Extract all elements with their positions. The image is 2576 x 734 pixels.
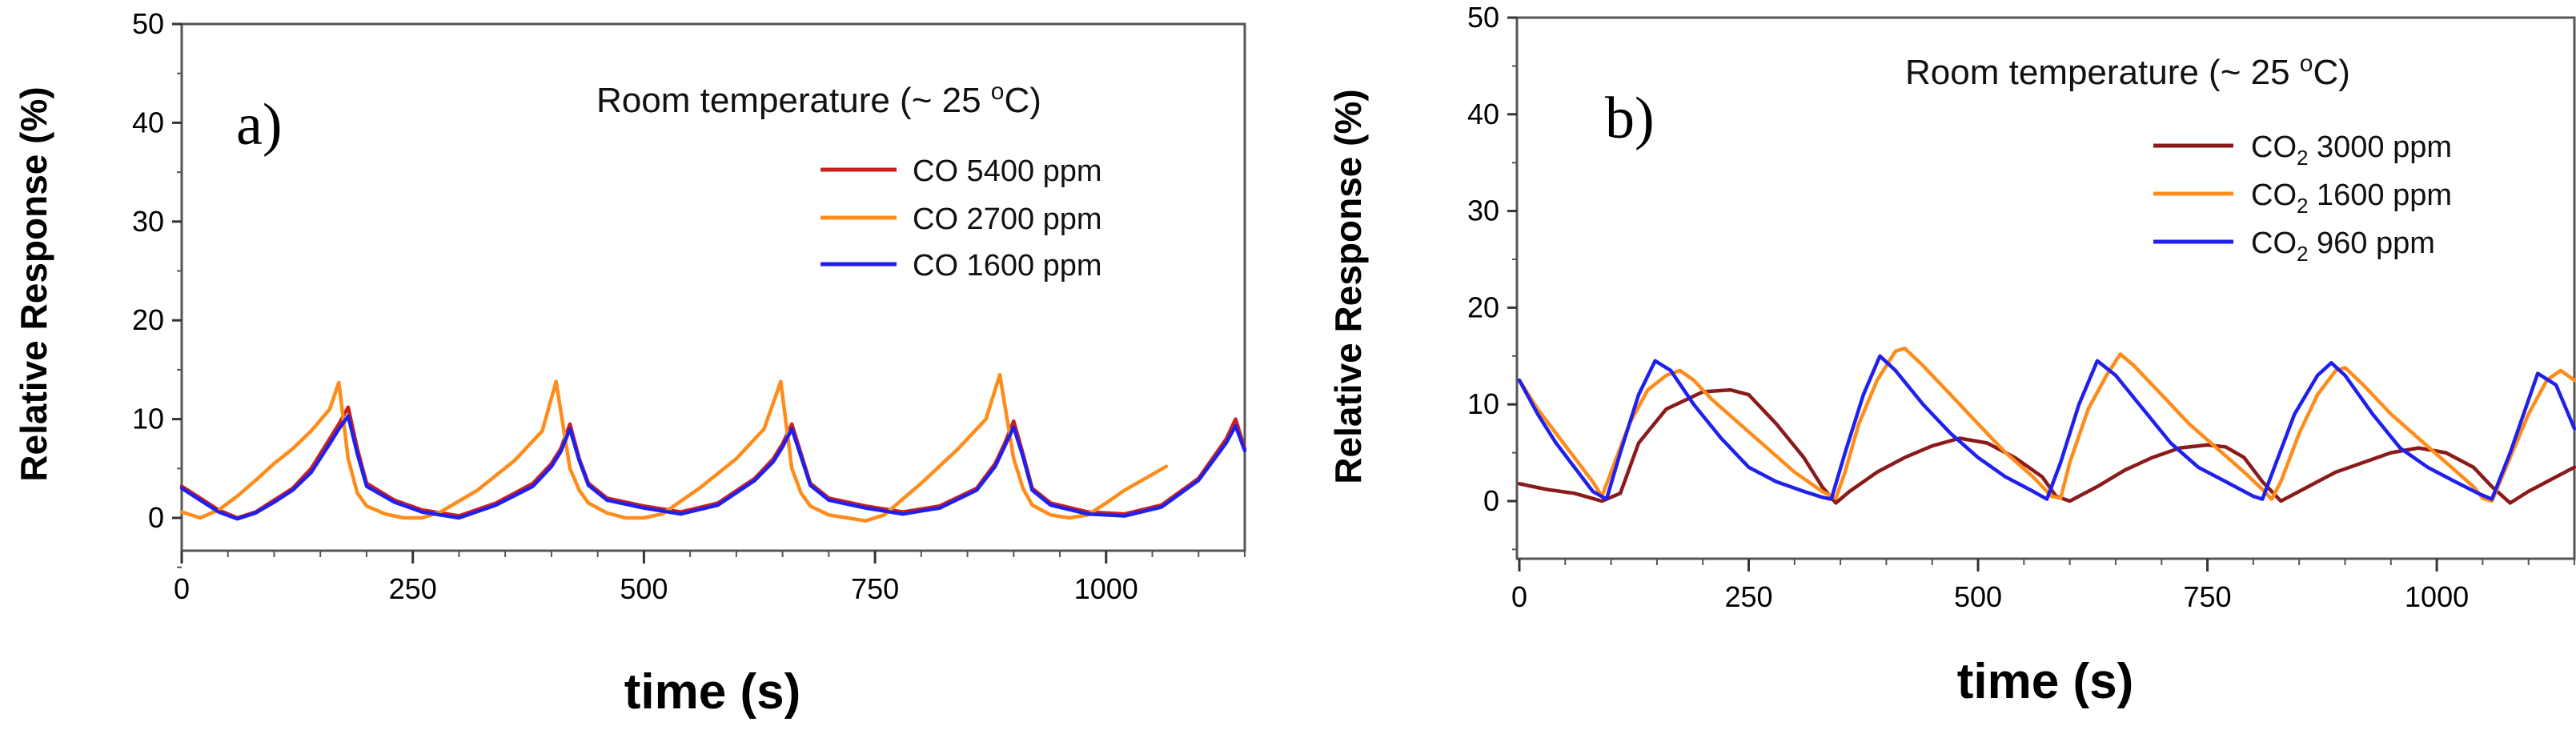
legend-conc: 3000 ppm	[2308, 130, 2452, 164]
x-tick-label: 250	[389, 572, 437, 605]
legend-conc: 1600 ppm	[2308, 178, 2452, 212]
legend: CO2 3000 ppm CO2 1600 ppm CO2 960 ppm	[2153, 130, 2452, 266]
chart-panel-a: 0 10 20 30 40 50 0 250 500 750 1000 a) Room tempe…	[13, 7, 1247, 720]
legend: CO 5400 ppm CO 2700 ppm CO 1600 ppm	[821, 154, 1102, 283]
x-tick-label: 250	[1724, 580, 1772, 613]
y-axis: 0 10 20 30 40 50	[132, 7, 182, 568]
y-tick-label: 10	[132, 403, 164, 435]
panel-label: a)	[236, 92, 283, 158]
x-tick-label: 500	[1954, 580, 2002, 613]
chart-title-text: Room temperature (~ 25	[596, 81, 991, 120]
y-axis-label: Relative Response (%)	[13, 86, 54, 481]
x-tick-label: 1000	[2405, 580, 2469, 613]
y-tick-label: 20	[132, 303, 164, 336]
plot-frame	[180, 22, 1246, 552]
chart-title-superscript: o	[2300, 50, 2313, 77]
legend-gas: CO	[2251, 178, 2297, 212]
y-tick-label: 30	[1467, 195, 1499, 227]
chart-title: Room temperature (~ 25 oC)	[596, 78, 1041, 120]
y-tick-label: 0	[148, 501, 164, 534]
plot-frame	[1515, 16, 2576, 560]
y-tick-label: 50	[132, 7, 164, 40]
y-axis-label: Relative Response (%)	[1327, 89, 1369, 483]
x-axis-label: time (s)	[624, 664, 800, 720]
chart-title-end: C)	[1004, 81, 1041, 120]
legend-subscript: 2	[2297, 242, 2308, 266]
x-tick-label: 0	[1511, 580, 1527, 613]
y-tick-label: 10	[1467, 387, 1499, 420]
legend-label: CO2 960 ppm	[2251, 227, 2435, 266]
series-line	[179, 414, 1247, 521]
x-axis: 0 250 500 750 1000	[174, 551, 1246, 605]
chart-panel-b: 0 10 20 30 40 50 0 250 500 750 1000 b) Room tempe…	[1327, 1, 2576, 709]
legend-label: CO2 3000 ppm	[2251, 130, 2452, 170]
x-tick-label: 500	[620, 572, 668, 605]
y-tick-label: 0	[1483, 484, 1499, 517]
series-line	[1517, 346, 2576, 503]
y-tick-label: 50	[1467, 1, 1499, 34]
y-tick-label: 40	[1467, 98, 1499, 130]
legend-gas: CO	[2251, 130, 2297, 164]
chart-title: Room temperature (~ 25 oC)	[1905, 50, 2350, 92]
x-tick-label: 750	[851, 572, 899, 605]
y-axis: 0 10 20 30 40 50	[1467, 1, 1517, 551]
chart-title-superscript: o	[991, 78, 1005, 105]
legend-label: CO2 1600 ppm	[2251, 178, 2452, 218]
legend-subscript: 2	[2297, 146, 2308, 170]
series-line	[179, 372, 1169, 523]
series-lines	[179, 372, 1247, 523]
x-axis: 0 250 500 750 1000	[1511, 559, 2575, 613]
legend-label: CO 2700 ppm	[913, 203, 1102, 236]
x-tick-label: 0	[174, 572, 190, 605]
legend-label: CO 1600 ppm	[913, 249, 1102, 283]
chart-title-end: C)	[2313, 53, 2349, 92]
x-tick-label: 1000	[1074, 572, 1138, 605]
series-line	[1517, 354, 2576, 501]
legend-label: CO 5400 ppm	[913, 154, 1102, 188]
legend-gas: CO	[2251, 227, 2297, 260]
series-lines	[1517, 346, 2576, 505]
x-tick-label: 750	[2184, 580, 2232, 613]
series-line	[1517, 387, 2576, 505]
y-tick-label: 30	[132, 205, 164, 238]
chart-title-text: Room temperature (~ 25	[1905, 53, 2300, 92]
y-tick-label: 40	[132, 106, 164, 138]
y-tick-label: 20	[1467, 291, 1499, 323]
panel-label: b)	[1605, 86, 1655, 151]
legend-conc: 960 ppm	[2308, 227, 2434, 260]
legend-subscript: 2	[2297, 194, 2308, 218]
x-axis-label: time (s)	[1957, 654, 2133, 709]
